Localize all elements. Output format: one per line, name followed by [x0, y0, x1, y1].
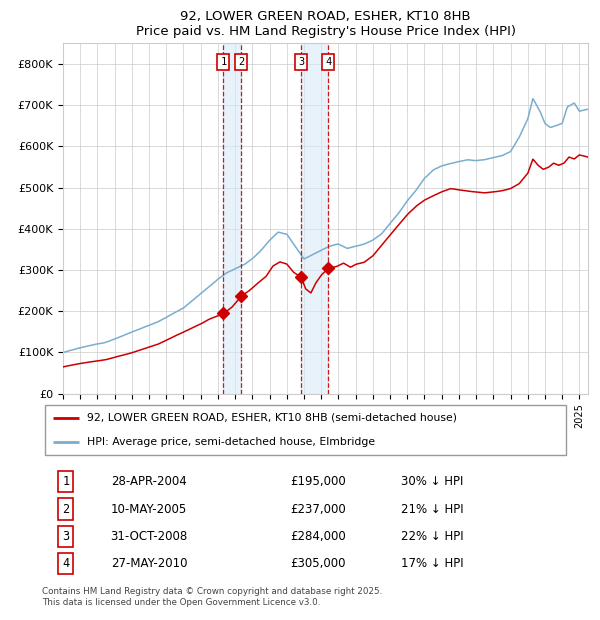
Text: 1: 1 [62, 476, 70, 488]
Text: 4: 4 [325, 57, 331, 67]
Text: 2: 2 [62, 503, 70, 515]
Text: 3: 3 [298, 57, 304, 67]
Text: 21% ↓ HPI: 21% ↓ HPI [401, 503, 464, 515]
Bar [301, 43, 328, 394]
Text: 2: 2 [238, 57, 244, 67]
Text: 3: 3 [62, 530, 70, 542]
Text: 1: 1 [220, 57, 227, 67]
Text: Contains HM Land Registry data © Crown copyright and database right 2025.
This d: Contains HM Land Registry data © Crown c… [42, 587, 382, 606]
Bar [223, 43, 241, 394]
FancyBboxPatch shape [44, 405, 566, 454]
Text: £237,000: £237,000 [290, 503, 346, 515]
Text: 31-OCT-2008: 31-OCT-2008 [110, 530, 188, 542]
Text: £284,000: £284,000 [290, 530, 346, 542]
Text: 4: 4 [62, 557, 70, 570]
Text: 27-MAY-2010: 27-MAY-2010 [110, 557, 187, 570]
Text: £195,000: £195,000 [290, 476, 346, 488]
Text: 30% ↓ HPI: 30% ↓ HPI [401, 476, 463, 488]
Text: 10-MAY-2005: 10-MAY-2005 [110, 503, 187, 515]
Title: 92, LOWER GREEN ROAD, ESHER, KT10 8HB
Price paid vs. HM Land Registry's House Pr: 92, LOWER GREEN ROAD, ESHER, KT10 8HB Pr… [136, 10, 515, 38]
Text: 17% ↓ HPI: 17% ↓ HPI [401, 557, 464, 570]
Text: 28-APR-2004: 28-APR-2004 [110, 476, 187, 488]
Text: 22% ↓ HPI: 22% ↓ HPI [401, 530, 464, 542]
Text: £305,000: £305,000 [290, 557, 346, 570]
Text: HPI: Average price, semi-detached house, Elmbridge: HPI: Average price, semi-detached house,… [87, 436, 375, 446]
Text: 92, LOWER GREEN ROAD, ESHER, KT10 8HB (semi-detached house): 92, LOWER GREEN ROAD, ESHER, KT10 8HB (s… [87, 413, 457, 423]
